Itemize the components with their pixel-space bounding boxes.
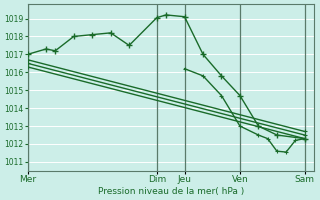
X-axis label: Pression niveau de la mer( hPa ): Pression niveau de la mer( hPa ) <box>98 187 244 196</box>
